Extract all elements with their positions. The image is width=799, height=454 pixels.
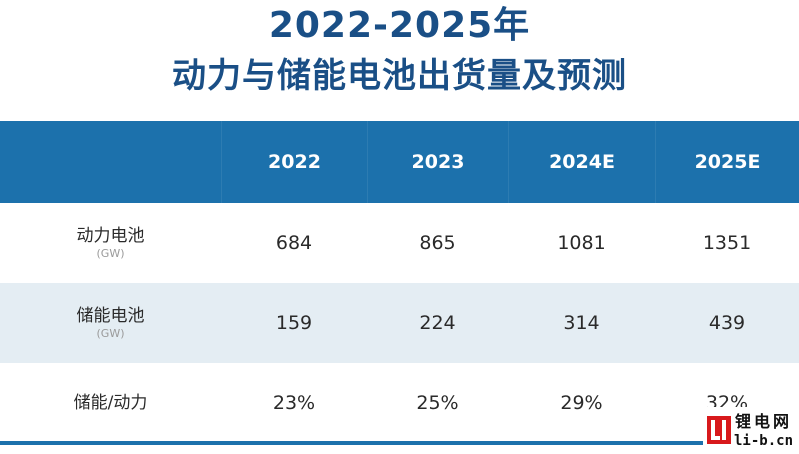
table-cell: 29% xyxy=(560,392,603,414)
table-cell: 1081 xyxy=(557,232,606,254)
shipment-table: 2022 2023 2024E 2025E 动力电池 (GW) 684 865 … xyxy=(0,121,799,443)
li-logo-icon xyxy=(707,416,731,444)
table-cell: 865 xyxy=(419,232,456,254)
row-unit: (GW) xyxy=(96,327,125,340)
table-cell: 159 xyxy=(275,312,313,334)
logo-domain: li-b.cn xyxy=(734,433,794,449)
table-cell: 439 xyxy=(708,312,746,334)
row-label-cell: 动力电池 (GW) xyxy=(0,203,221,283)
header-cell-empty xyxy=(0,121,221,203)
row-label-cell: 储能电池 (GW) xyxy=(0,283,221,363)
header-cell-2025e: 2025E xyxy=(655,121,799,203)
table-cell: 25% xyxy=(416,392,459,414)
table-cell: 23% xyxy=(272,392,316,414)
header-cell-2023: 2023 xyxy=(367,121,508,203)
watermark-logo: 锂电网 li-b.cn xyxy=(703,407,799,454)
table-header-row: 2022 2023 2024E 2025E xyxy=(0,121,799,203)
table-row-storage-power-ratio: 储能/动力 23% 25% 29% 32% xyxy=(0,363,799,443)
row-label: 储能电池 xyxy=(76,306,145,326)
table-row-power-battery: 动力电池 (GW) 684 865 1081 1351 xyxy=(0,203,799,283)
row-label: 储能/动力 xyxy=(73,393,148,413)
table-row-storage-battery: 储能电池 (GW) 159 224 314 439 xyxy=(0,283,799,363)
row-label: 动力电池 xyxy=(76,226,145,246)
table-cell: 1351 xyxy=(702,232,752,254)
row-unit: (GW) xyxy=(96,247,125,260)
header-cell-2024e: 2024E xyxy=(508,121,655,203)
row-label-cell: 储能/动力 xyxy=(0,363,221,443)
page-title-subject: 动力与储能电池出货量及预测 xyxy=(172,56,627,96)
table-cell: 314 xyxy=(563,312,600,334)
table-cell: 684 xyxy=(275,232,313,254)
page-title-year: 2022-2025年 xyxy=(268,5,531,46)
logo-name: 锂电网 xyxy=(735,412,793,431)
bottom-divider xyxy=(0,441,799,445)
table-cell: 224 xyxy=(419,312,456,334)
header-cell-2022: 2022 xyxy=(221,121,367,203)
